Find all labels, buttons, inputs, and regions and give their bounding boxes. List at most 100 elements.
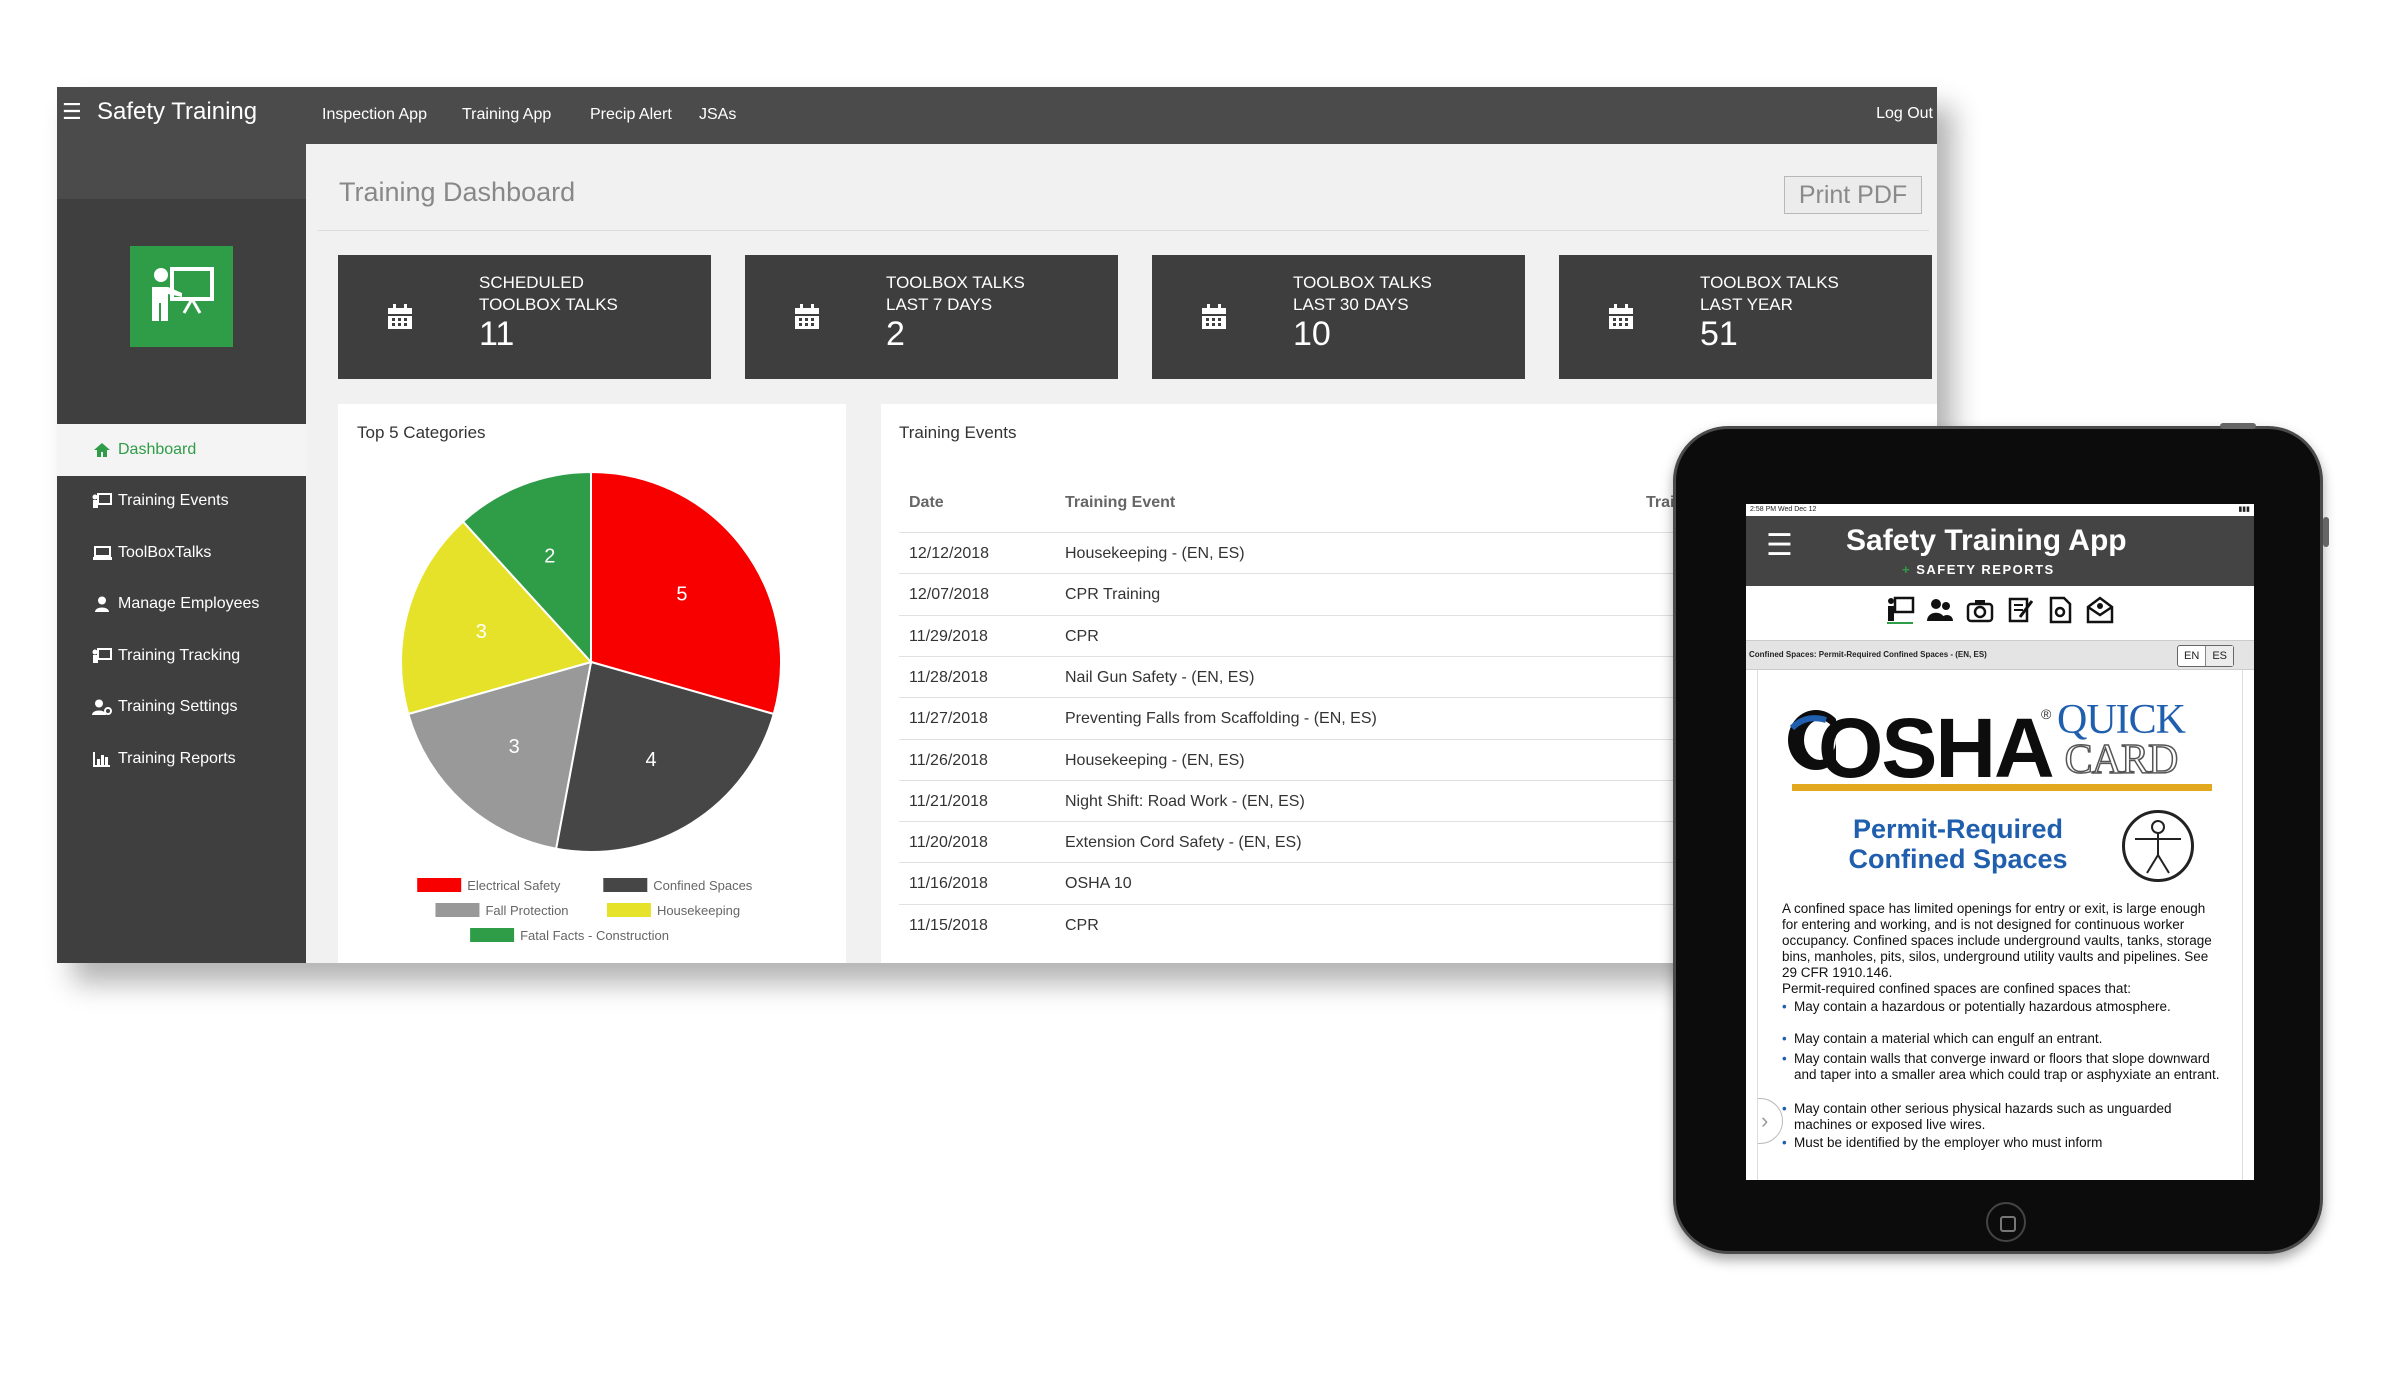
language-toggle[interactable]: EN ES [2177, 645, 2234, 667]
event-date: 11/21/2018 [909, 793, 988, 811]
tablet-side-button [2323, 517, 2329, 547]
battery-icon: ▮▮▮ [2238, 504, 2250, 516]
column-header-date[interactable]: Date [909, 494, 944, 512]
stat-label: ToolBox Talks [1293, 273, 1432, 292]
column-header-event[interactable]: Training Event [1065, 494, 1175, 512]
pie-data-label: 2 [544, 546, 555, 568]
sidebar-item-training-settings[interactable]: Training Settings [57, 682, 306, 734]
report-edit-icon[interactable] [2005, 595, 2035, 625]
training-icon[interactable] [1885, 595, 1915, 625]
stat-value: 11 [479, 314, 514, 354]
event-date: 11/16/2018 [909, 875, 988, 893]
legend-swatch[interactable] [435, 903, 479, 917]
hamburger-menu-icon[interactable]: ☰ [62, 101, 82, 123]
permit-line-2: Confined Spaces [1848, 844, 2067, 874]
event-name: Night Shift: Road Work - (EN, ES) [1065, 793, 1305, 811]
sidebar-item-toolboxtalks[interactable]: ToolBoxTalks [57, 527, 306, 579]
document-title: Confined Spaces: Permit-Required Confine… [1749, 650, 1987, 659]
print-pdf-button[interactable]: Print PDF [1784, 176, 1922, 214]
calendar-icon [745, 255, 869, 379]
legend-swatch[interactable] [417, 878, 461, 892]
quick-card-bullet: May contain a hazardous or potentially h… [1782, 999, 2222, 1015]
quick-card-bullet: May contain a material which can engulf … [1782, 1031, 2222, 1047]
stat-value: 2 [886, 314, 905, 354]
event-date: 11/28/2018 [909, 669, 988, 687]
legend-swatch[interactable] [603, 878, 647, 892]
hamburger-menu-icon[interactable]: ☰ [1766, 531, 1793, 561]
mail-alert-icon[interactable] [2085, 595, 2115, 625]
quick-card-bullet: May contain walls that converge inward o… [1782, 1051, 2222, 1083]
status-time: 2:58 PM Wed Dec 12 [1750, 506, 1816, 513]
sidebar: Dashboard Training Events ToolBoxTalks M… [57, 144, 306, 963]
legend-label[interactable]: Fatal Facts - Construction [520, 928, 669, 943]
tablet-power-button [2220, 423, 2256, 429]
pie-data-label: 5 [676, 583, 687, 605]
stat-label: Last 7 Days [886, 295, 992, 314]
event-date: 11/26/2018 [909, 752, 988, 770]
legend-label[interactable]: Confined Spaces [653, 878, 753, 893]
event-name: CPR [1065, 917, 1099, 935]
event-date: 11/15/2018 [909, 917, 988, 935]
pie-data-label: 4 [645, 749, 656, 771]
event-date: 11/20/2018 [909, 834, 988, 852]
legend-swatch[interactable] [470, 928, 514, 942]
sidebar-item-dashboard[interactable]: Dashboard [57, 424, 306, 476]
calendar-icon [1152, 255, 1276, 379]
camera-icon[interactable] [1965, 595, 1995, 625]
stat-card-last-7-days[interactable]: ToolBox Talks Last 7 Days 2 [745, 255, 1118, 379]
top-categories-card: Top 5 Categories 5 4 3 3 2 Electrical Safety C… [338, 404, 846, 963]
employees-icon[interactable] [1925, 595, 1955, 625]
settings-doc-icon[interactable] [2045, 595, 2075, 625]
sidebar-item-training-reports[interactable]: Training Reports [57, 733, 306, 785]
registered-mark: ® [2041, 706, 2051, 722]
calendar-icon [338, 255, 462, 379]
sidebar-item-training-events[interactable]: Training Events [57, 476, 306, 528]
user-icon [90, 595, 114, 613]
sidebar-item-label: Training Tracking [118, 647, 240, 665]
stat-label: ToolBox Talks [886, 273, 1025, 292]
stat-label: Last Year [1700, 295, 1793, 314]
tablet-home-button[interactable] [1986, 1202, 2026, 1242]
logout-link[interactable]: Log Out [1876, 105, 1933, 123]
training-logo [130, 246, 233, 347]
nav-training-app[interactable]: Training App [462, 105, 551, 125]
stat-card-last-year[interactable]: ToolBox Talks Last Year 51 [1559, 255, 1932, 379]
pie-data-label: 3 [476, 621, 487, 643]
sidebar-item-training-tracking[interactable]: Training Tracking [57, 630, 306, 682]
nav-inspection-app[interactable]: Inspection App [322, 105, 427, 125]
lang-en-button[interactable]: EN [2178, 646, 2205, 666]
stat-card-scheduled[interactable]: Scheduled ToolBox Talks 11 [338, 255, 711, 379]
legend-label[interactable]: Housekeeping [657, 903, 740, 918]
pie-chart: 5 4 3 3 2 Electrical Safety Confined Spaces Fal… [338, 404, 846, 963]
nav-precip-alert[interactable]: Precip Alert [590, 105, 672, 125]
stat-label: ToolBox Talks [479, 295, 618, 314]
event-date: 12/07/2018 [909, 586, 989, 604]
legend-label[interactable]: Fall Protection [485, 903, 568, 918]
sidebar-item-label: Dashboard [118, 441, 196, 459]
chalkboard-icon [90, 544, 114, 562]
pie-data-label: 3 [509, 736, 520, 758]
quick-card-title: Permit-Required Confined Spaces [1808, 814, 2108, 874]
nav-jsas[interactable]: JSAs [699, 105, 736, 125]
stat-card-last-30-days[interactable]: ToolBox Talks Last 30 Days 10 [1152, 255, 1525, 379]
sidebar-item-label: Manage Employees [118, 595, 259, 613]
legend-label[interactable]: Electrical Safety [467, 878, 561, 893]
lang-es-button[interactable]: ES [2205, 646, 2233, 666]
event-name: Preventing Falls from Scaffolding - (EN,… [1065, 710, 1377, 728]
sidebar-item-label: Training Settings [118, 698, 237, 716]
sidebar-item-manage-employees[interactable]: Manage Employees [57, 579, 306, 631]
sidebar-item-label: Training Events [118, 492, 229, 510]
quick-card-bullet: Must be identified by the employer who m… [1782, 1135, 2222, 1151]
tablet-toolbar [1746, 586, 2254, 634]
legend-swatch[interactable] [607, 903, 651, 917]
events-title: Training Events [899, 423, 1016, 443]
osha-logo-text: OSHA [1818, 700, 2053, 797]
brand-title[interactable]: Safety Training [97, 97, 257, 127]
event-name: OSHA 10 [1065, 875, 1132, 893]
document-title-bar: Confined Spaces: Permit-Required Confine… [1746, 640, 2254, 670]
event-date: 12/12/2018 [909, 545, 989, 563]
sidebar-item-label: Training Reports [118, 750, 236, 768]
event-name: Extension Cord Safety - (EN, ES) [1065, 834, 1302, 852]
stat-value: 10 [1293, 314, 1331, 354]
chevron-right-icon[interactable]: › [1757, 1098, 1783, 1144]
